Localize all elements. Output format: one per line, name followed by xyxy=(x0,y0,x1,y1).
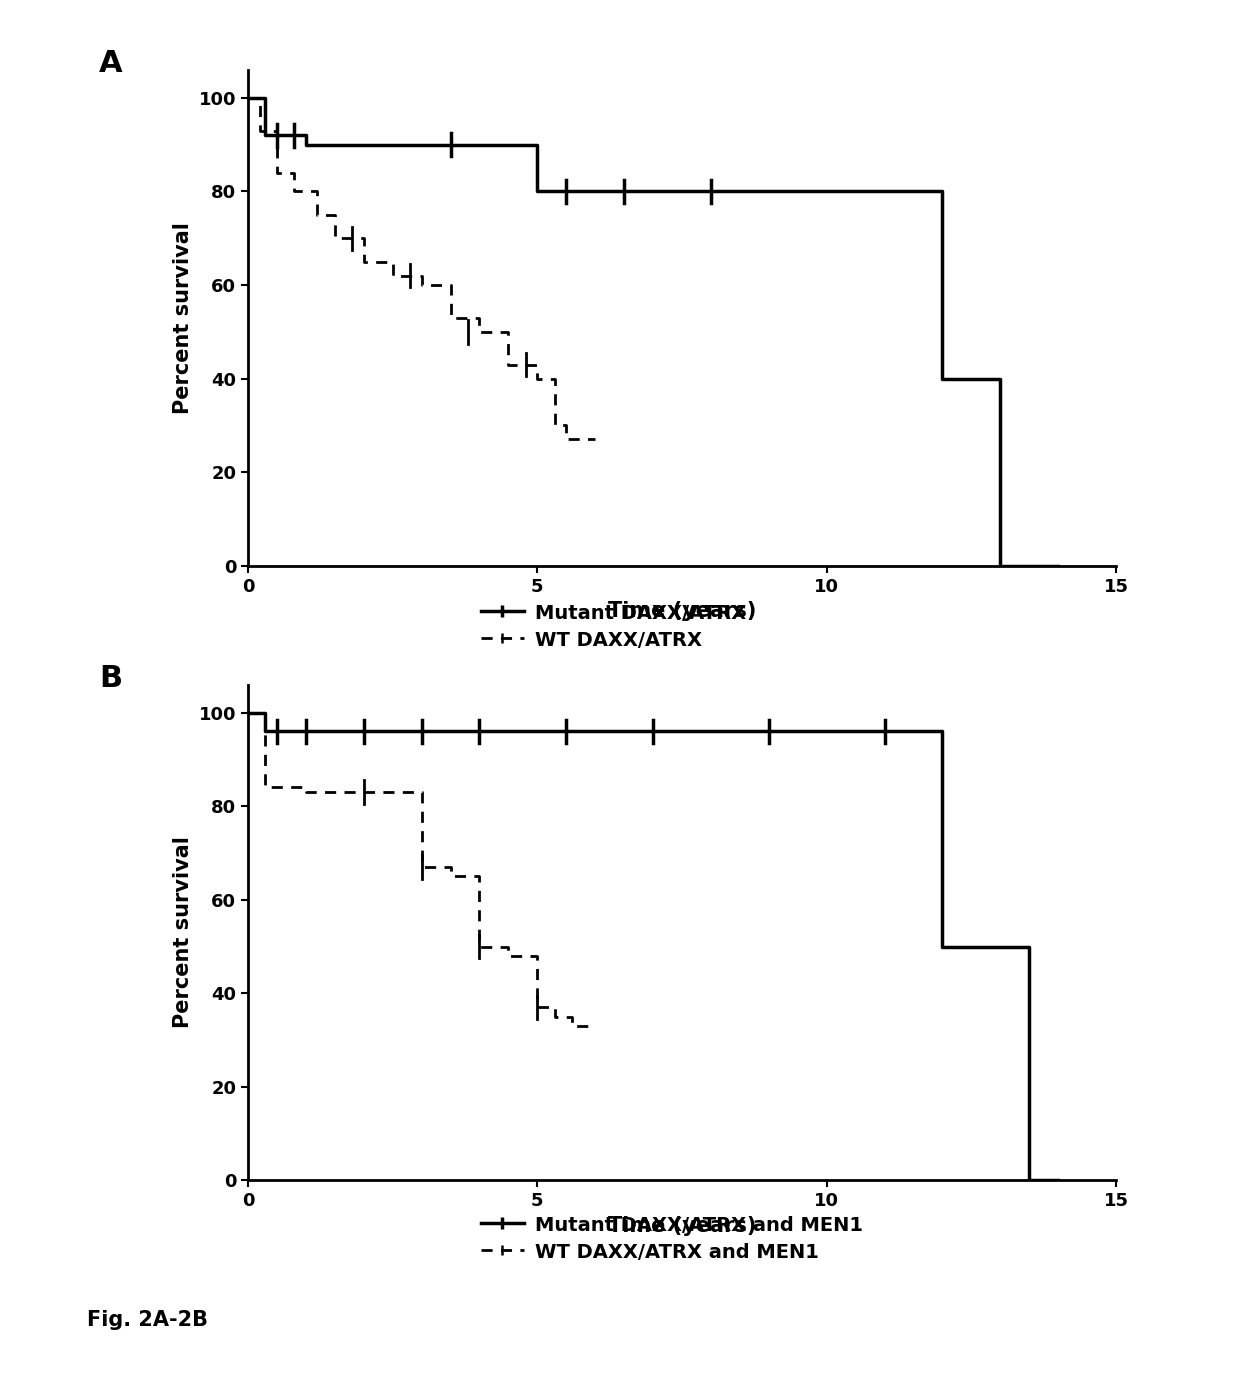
X-axis label: Time (years): Time (years) xyxy=(608,601,756,622)
Text: A: A xyxy=(99,49,123,78)
Text: B: B xyxy=(99,664,123,693)
Legend: Mutant DAXX/ATRX, WT DAXX/ATRX: Mutant DAXX/ATRX, WT DAXX/ATRX xyxy=(481,604,746,650)
Y-axis label: Percent survival: Percent survival xyxy=(174,222,193,414)
X-axis label: Time (years): Time (years) xyxy=(608,1215,756,1236)
Text: Fig. 2A-2B: Fig. 2A-2B xyxy=(87,1310,208,1330)
Y-axis label: Percent survival: Percent survival xyxy=(174,837,193,1028)
Legend: Mutant DAXX/ATRX and MEN1, WT DAXX/ATRX and MEN1: Mutant DAXX/ATRX and MEN1, WT DAXX/ATRX … xyxy=(481,1215,863,1261)
